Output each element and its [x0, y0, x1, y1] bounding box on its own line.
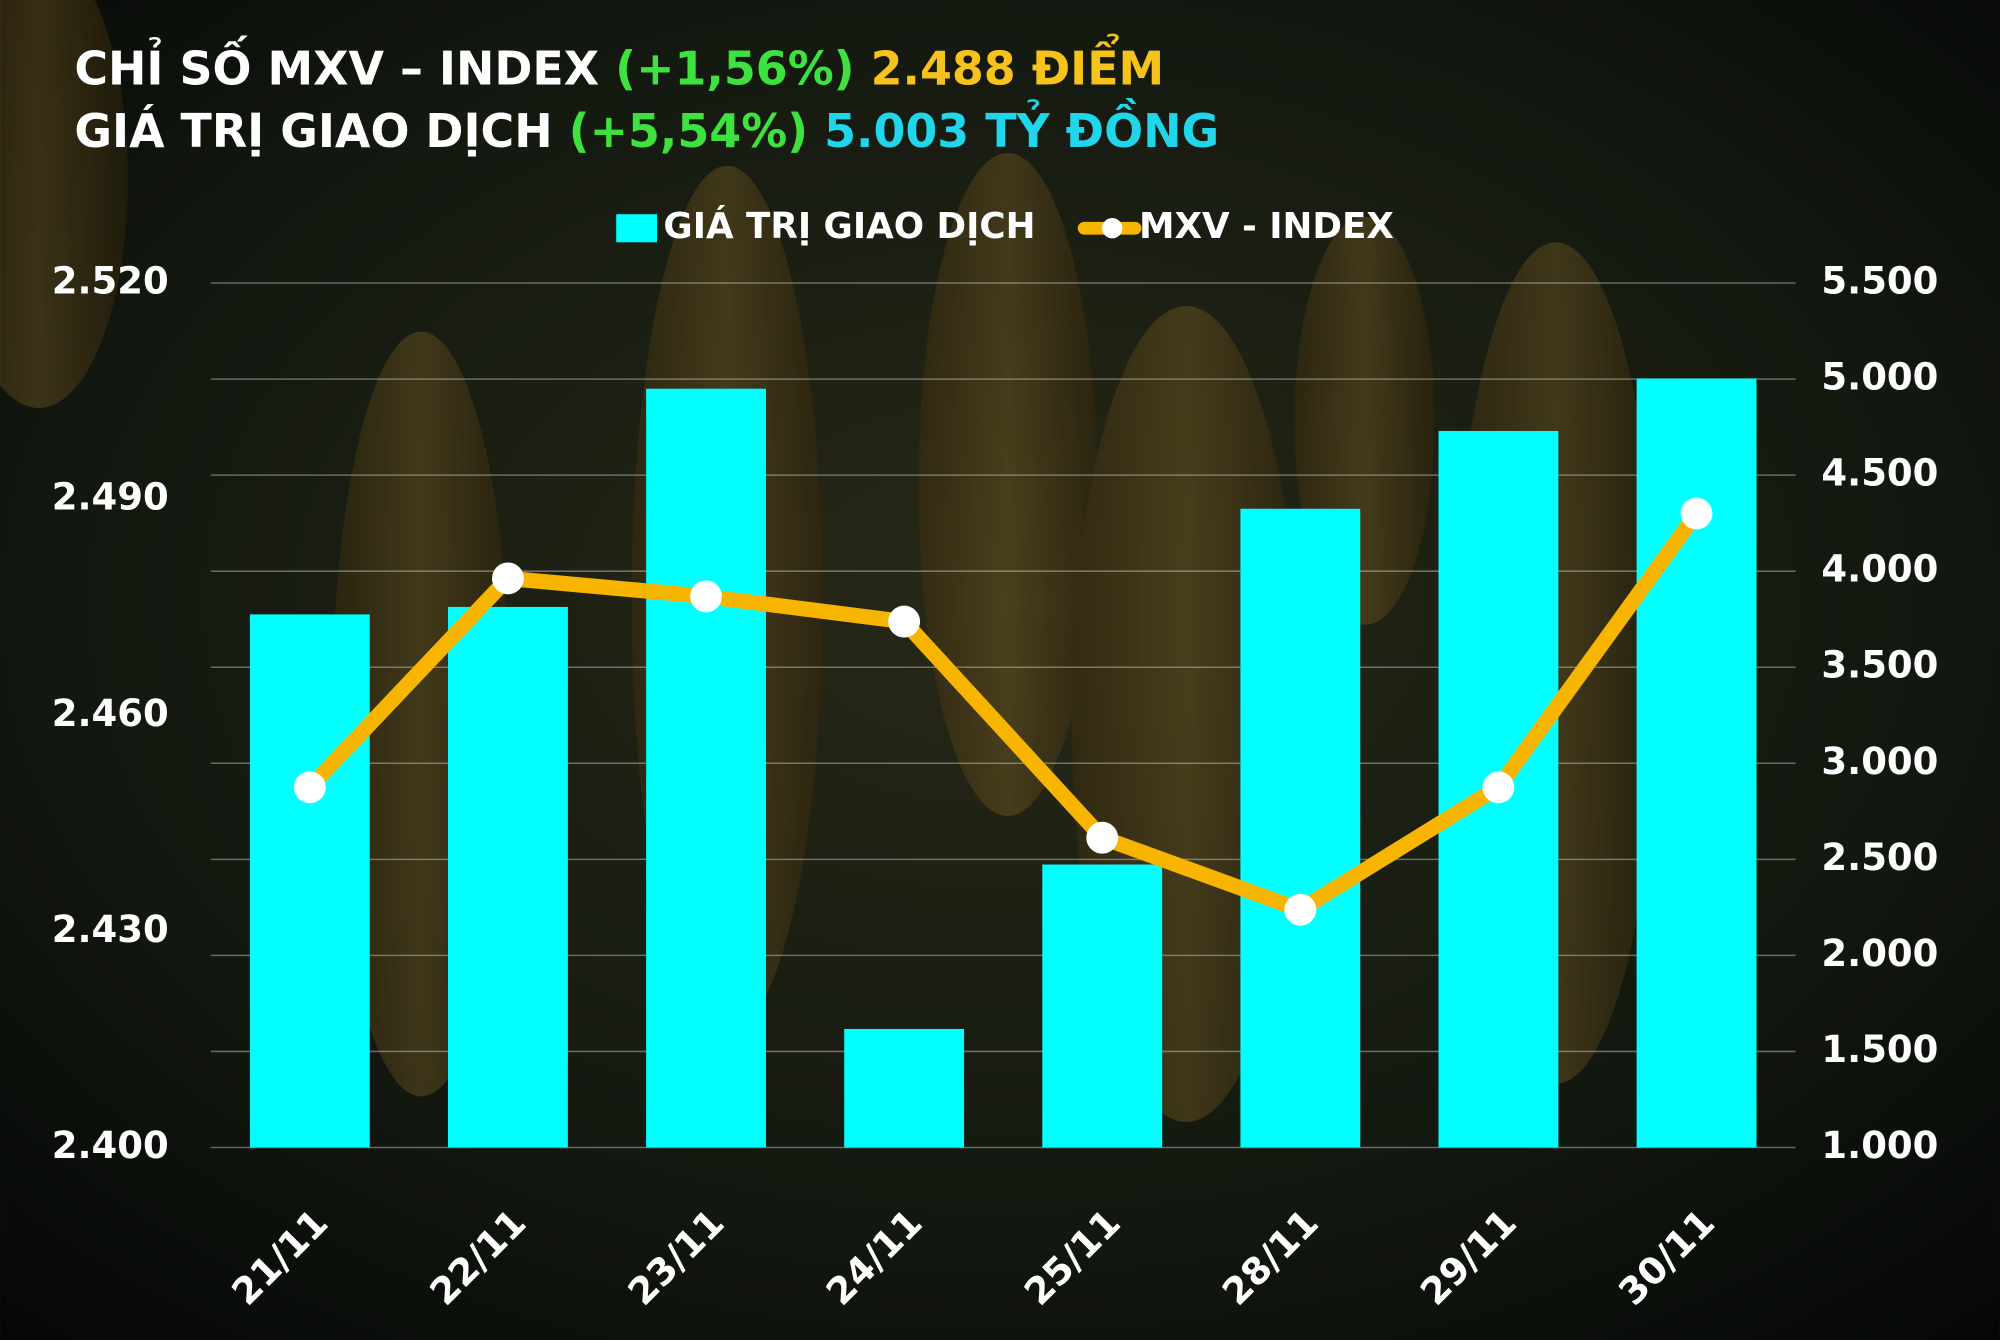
legend-marker [1101, 218, 1123, 239]
line-marker [1482, 771, 1515, 804]
bar [646, 388, 766, 1148]
y2-tick-label: 1.500 [1821, 1028, 1938, 1071]
y2-tick-label: 4.500 [1821, 452, 1938, 495]
line-marker [492, 562, 524, 595]
y2-tick-label: 1.000 [1821, 1124, 1938, 1167]
legend-swatch [616, 214, 658, 243]
title: CHỈ SỐ MXV – INDEX (+1,56%) 2.488 ĐIỂM [74, 33, 1164, 95]
bar [1042, 864, 1163, 1148]
title-part: (+1,56%) [615, 41, 855, 95]
line-marker [690, 580, 722, 613]
line-marker [1284, 893, 1317, 926]
y2-tick-label: 3.000 [1821, 740, 1938, 783]
title-part: CHỈ SỐ MXV – INDEX [74, 35, 599, 95]
y2-tick-label: 4.000 [1821, 548, 1938, 591]
y-tick-label: 2.400 [52, 1124, 169, 1167]
legend-label: MXV - INDEX [1139, 206, 1394, 247]
line-marker [293, 771, 326, 804]
line-marker [888, 605, 921, 638]
legend-label: GIÁ TRỊ GIAO DỊCH [663, 205, 1035, 247]
line-marker [1680, 497, 1713, 530]
y2-tick-label: 2.000 [1821, 932, 1938, 975]
bar [448, 606, 568, 1148]
subtitle: GIÁ TRỊ GIAO DỊCH (+5,54%) 5.003 TỶ ĐỒNG [74, 97, 1219, 157]
subtitle-part: 5.003 TỶ ĐỒNG [824, 97, 1219, 157]
line [304, 509, 1703, 918]
bar [1636, 378, 1757, 1148]
y2-tick-label: 5.500 [1821, 260, 1938, 303]
y2-tick-label: 3.500 [1821, 644, 1938, 687]
bar [844, 1028, 965, 1148]
bar [249, 614, 370, 1148]
y2-tick-label: 5.000 [1821, 356, 1938, 399]
y-tick-label: 2.460 [52, 692, 169, 735]
subtitle-part: (+5,54%) [569, 103, 809, 157]
y-tick-label: 2.430 [52, 908, 169, 951]
bar [1240, 508, 1361, 1148]
line-marker [1086, 821, 1119, 854]
y-tick-label: 2.520 [52, 260, 169, 303]
title-part: 2.488 ĐIỂM [871, 33, 1165, 95]
y2-tick-label: 2.500 [1821, 836, 1938, 879]
y-tick-label: 2.490 [52, 476, 169, 519]
subtitle-part: GIÁ TRỊ GIAO DỊCH [74, 103, 552, 157]
